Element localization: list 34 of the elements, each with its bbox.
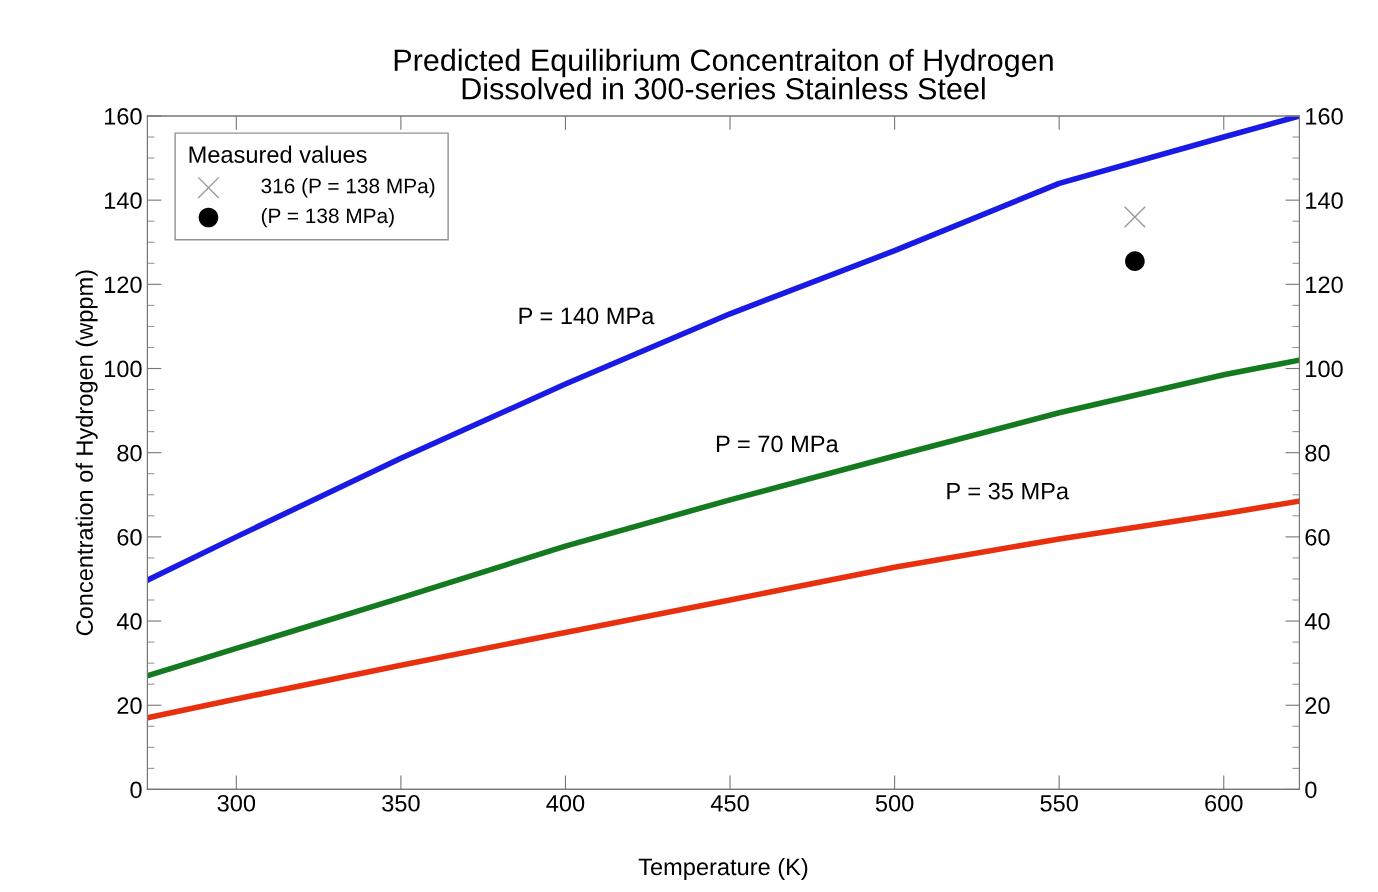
x-tick-label: 500 [875, 794, 914, 812]
legend-label: (P = 138 MPa) [261, 207, 394, 228]
y-tick-label: 20 [117, 697, 142, 715]
y-tick-label: 140 [105, 192, 142, 209]
y2-tick-label: 60 [1305, 528, 1330, 546]
x-tick-label: 550 [1040, 794, 1078, 812]
y2-tick-label: 20 [1305, 697, 1330, 715]
x-tick-label: 350 [382, 794, 420, 812]
series-label: P = 140 MPa [519, 307, 655, 325]
y-tick-label: 0 [130, 781, 142, 799]
series-label: P = 35 MPa [947, 482, 1070, 500]
series-label: P = 70 MPa [716, 435, 839, 453]
y2-tick-label: 40 [1304, 613, 1330, 630]
x-tick-label: 600 [1205, 794, 1243, 812]
y-tick-label: 100 [105, 360, 142, 378]
y2-tick-label: 80 [1305, 444, 1330, 462]
y2-tick-label: 0 [1305, 781, 1317, 799]
x-axis-title: Temperature (K) [638, 857, 808, 880]
chart-title: Predicted Equilibrium Concentraiton of Hydrogen Dissolved in 300-series Stainless Steel [394, 48, 1053, 100]
y2-tick-label: 100 [1306, 360, 1343, 378]
y2-tick-label: 140 [1306, 192, 1343, 209]
y-tick-label: 160 [105, 108, 142, 125]
x-tick-label: 400 [546, 794, 585, 812]
y-tick-label: 80 [117, 444, 142, 462]
y-tick-label: 40 [116, 613, 142, 630]
x-tick-label: 300 [217, 794, 256, 812]
y-tick-label: 60 [117, 528, 142, 546]
legend-title: Measured values [189, 145, 367, 163]
y2-tick-label: 120 [1306, 276, 1343, 294]
x-tick-label: 450 [710, 794, 749, 812]
y-tick-label: 120 [105, 276, 142, 294]
legend-label: 316 (P = 138 MPa) [261, 178, 435, 198]
y-axis-title: Concentration of Hydrogen (wppm) [75, 270, 98, 636]
y2-tick-label: 160 [1306, 108, 1343, 125]
